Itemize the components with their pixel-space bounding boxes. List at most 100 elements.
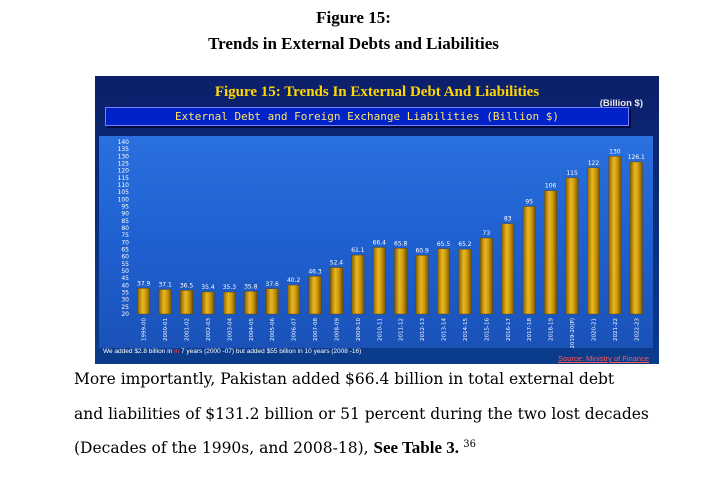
y-tick-label: 65 xyxy=(121,247,129,254)
x-tick-label: 2015-16 xyxy=(484,318,490,341)
y-tick-label: 60 xyxy=(121,254,129,261)
footnote-highlight: in xyxy=(174,348,180,355)
y-axis: 1401351301251201151101051009590858075706… xyxy=(118,139,130,318)
paragraph-line-3: (Decades of the 1990s, and 2008-18), See… xyxy=(74,438,674,458)
x-tick-label: 2019-20(P) xyxy=(570,318,576,348)
y-tick-label: 140 xyxy=(118,139,130,146)
data-label: 83 xyxy=(504,216,512,223)
x-tick-label: 2007-08 xyxy=(313,318,319,341)
table-reference[interactable]: See Table 3 xyxy=(373,438,455,457)
y-tick-label: 80 xyxy=(121,225,129,232)
y-tick-label: 85 xyxy=(121,218,129,225)
bar xyxy=(437,248,450,315)
data-label: 122 xyxy=(588,160,600,167)
y-tick-label: 110 xyxy=(118,182,130,189)
bar xyxy=(372,247,386,315)
data-label: 66.4 xyxy=(373,239,387,246)
bar xyxy=(351,254,365,315)
data-label: 130 xyxy=(609,148,621,155)
data-label: 36.5 xyxy=(180,282,194,289)
bar xyxy=(544,190,558,315)
paragraph-line-2: and liabilities of $131.2 billion or 51 … xyxy=(74,405,649,423)
x-tick-label: 2020-21 xyxy=(591,318,597,341)
bar xyxy=(458,249,472,315)
bar xyxy=(587,167,600,315)
x-tick-label: 2002-03 xyxy=(206,318,212,341)
data-label: 126.1 xyxy=(628,154,645,161)
plot-area: 140 135 130 125 120 115 110 105 100 95 90 85 80 75 70 6… xyxy=(99,136,653,349)
x-tick-label: 2010-11 xyxy=(377,318,383,341)
bar xyxy=(330,267,343,315)
data-label: 35.4 xyxy=(201,284,215,291)
bar xyxy=(137,288,151,315)
data-label: 37.9 xyxy=(137,280,151,287)
bar xyxy=(265,288,279,315)
bar xyxy=(479,237,493,315)
y-tick-label: 75 xyxy=(121,232,129,239)
bars xyxy=(137,156,643,315)
x-axis: 1999-00 2000-01 2001-02 2002-03 2003-04 2004-… xyxy=(142,318,641,349)
footnote-ref[interactable]: 36 xyxy=(463,438,476,450)
y-tick-label: 30 xyxy=(121,297,129,304)
data-label: 35.8 xyxy=(244,283,258,290)
chart-subtitle: External Debt and Foreign Exchange Liabi… xyxy=(105,107,629,126)
data-label: 46.3 xyxy=(308,268,322,275)
y-tick-label: 120 xyxy=(118,168,130,175)
figure-caption: Trends in External Debts and Liabilities xyxy=(208,34,499,53)
footnote-post: 7 years (2000 -07) but added $55 billion… xyxy=(179,348,362,355)
x-tick-label: 2006-07 xyxy=(292,318,298,341)
y-tick-label: 25 xyxy=(121,304,129,311)
data-labels: 37.9 37.1 36.5 35.4 35.3 35.8 37.6 40.2 46.3 52.4… xyxy=(137,148,645,291)
y-tick-label: 20 xyxy=(121,311,129,318)
x-tick-label: 2005-06 xyxy=(270,318,276,341)
y-tick-label: 90 xyxy=(121,211,129,218)
y-tick-label: 70 xyxy=(121,239,129,246)
chart-title: Figure 15: Trends In External Debt And L… xyxy=(214,84,540,100)
unit-label: (Billion $) xyxy=(599,98,643,109)
x-tick-label: 2014-15 xyxy=(463,318,469,341)
x-tick-label: 2016-17 xyxy=(506,318,512,341)
y-tick-label: 125 xyxy=(118,161,130,168)
data-label: 65.2 xyxy=(458,241,472,248)
bar xyxy=(522,206,536,315)
x-tick-label: 2001-02 xyxy=(185,318,191,341)
x-tick-label: 2013-14 xyxy=(442,318,448,341)
data-label: 35.3 xyxy=(223,284,237,291)
y-tick-label: 50 xyxy=(121,268,129,275)
x-tick-label: 2021-22 xyxy=(613,318,619,341)
bar xyxy=(180,290,193,315)
x-tick-label: 2003-04 xyxy=(227,318,233,341)
y-tick-label: 130 xyxy=(118,153,130,160)
y-tick-label: 135 xyxy=(118,146,130,153)
bar xyxy=(158,289,172,315)
y-tick-label: 95 xyxy=(121,204,129,211)
data-label: 95 xyxy=(525,199,533,206)
x-tick-label: 2008-09 xyxy=(334,318,340,341)
x-tick-label: 1999-00 xyxy=(142,318,148,341)
chart-panel: Figure 15: Trends In External Debt And L… xyxy=(95,76,659,364)
data-label: 52.4 xyxy=(330,260,344,267)
data-label: 37.6 xyxy=(266,281,280,288)
bar xyxy=(394,248,408,315)
y-tick-label: 40 xyxy=(121,282,129,289)
bar xyxy=(501,223,515,315)
bar xyxy=(244,291,258,315)
x-tick-label: 2004-05 xyxy=(249,318,255,341)
y-tick-label: 55 xyxy=(121,261,129,268)
data-label: 37.1 xyxy=(158,281,172,288)
x-tick-label: 2012-13 xyxy=(420,318,426,341)
data-label: 40.2 xyxy=(287,277,301,284)
paragraph-line-3-text: (Decades of the 1990s, and 2008-18), xyxy=(74,439,374,457)
data-label: 73 xyxy=(483,230,491,237)
figure-number: Figure 15: xyxy=(316,8,391,27)
source-link[interactable]: Source: Ministry of Finance xyxy=(558,354,649,363)
y-tick-label: 35 xyxy=(121,290,129,297)
bar xyxy=(222,291,236,315)
x-tick-label: 2009-10 xyxy=(356,318,362,341)
y-tick-label: 115 xyxy=(118,175,130,182)
y-tick-label: 45 xyxy=(121,275,129,282)
bar xyxy=(608,156,622,315)
footnote: We added $2.8 billion in in 7 years (200… xyxy=(103,348,361,355)
paragraph-line-1: More importantly, Pakistan added $66.4 b… xyxy=(74,370,615,388)
bar xyxy=(565,177,579,315)
